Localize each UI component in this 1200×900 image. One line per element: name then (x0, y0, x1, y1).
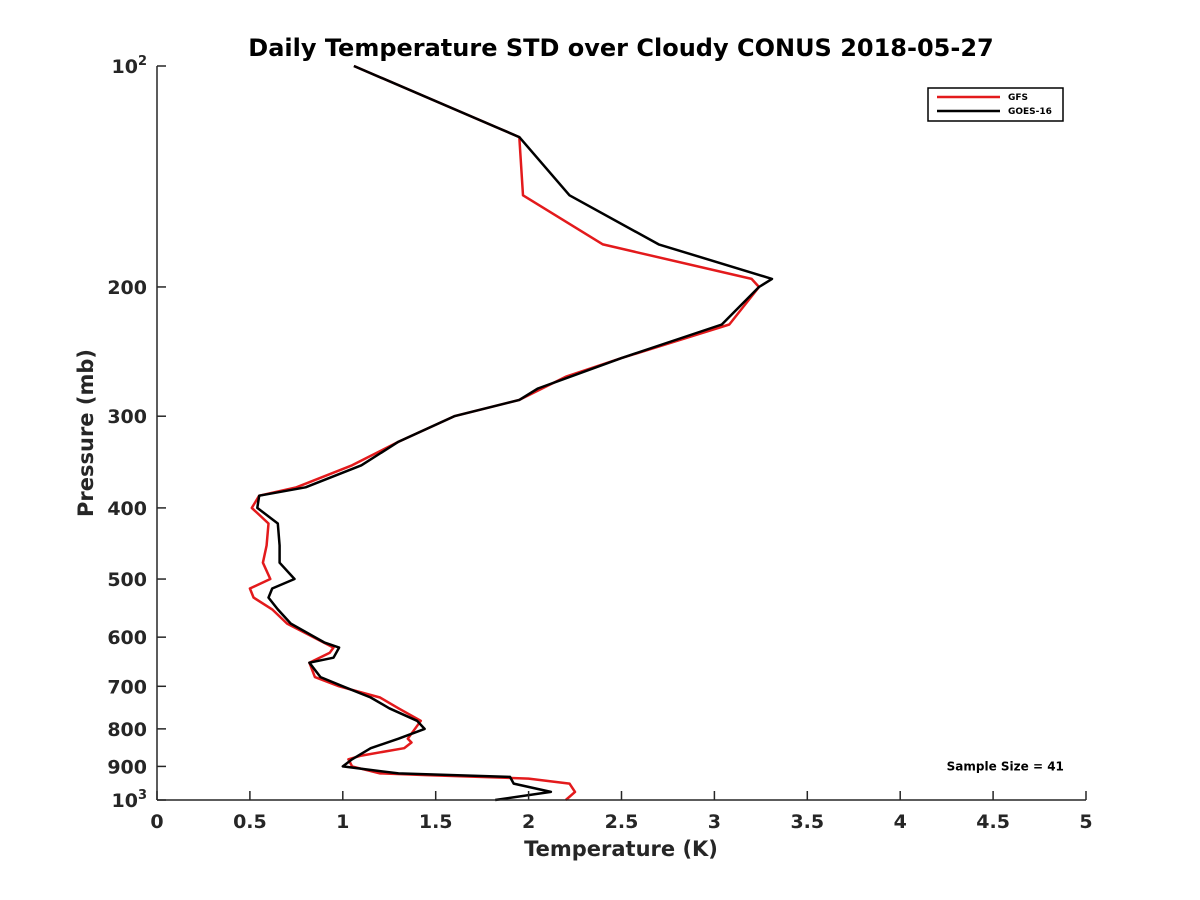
x-tick-label: 4 (894, 811, 907, 833)
y-tick-label: 700 (107, 676, 147, 698)
series-line-goes16 (256, 64, 774, 802)
y-tick-label: 900 (107, 756, 147, 778)
y-axis-ticks: 102 200 300 400 500 600 700 800 900 103 (107, 54, 166, 812)
x-tick-label: 3 (708, 811, 721, 833)
y-tick-label: 300 (107, 406, 147, 428)
y-tick-label: 500 (107, 569, 147, 591)
annotations: Sample Size = 41 (947, 759, 1064, 773)
x-tick-label: 4.5 (976, 811, 1010, 833)
x-axis-label: Temperature (K) (524, 837, 718, 861)
y-tick-label: 200 (107, 277, 147, 299)
y-tick-label: 103 (112, 788, 148, 812)
x-tick-label: 1 (336, 811, 349, 833)
y-axis-label: Pressure (mb) (74, 349, 98, 517)
series-line-gfs (248, 64, 761, 801)
plot-lines (248, 64, 774, 802)
y-tick-label: 800 (107, 719, 147, 741)
legend-box (927, 87, 1064, 122)
y-tick-label: 400 (107, 498, 147, 520)
x-tick-label: 2 (522, 811, 535, 833)
x-tick-label: 5 (1079, 811, 1092, 833)
x-tick-label: 2.5 (605, 811, 639, 833)
y-tick-label: 600 (107, 627, 147, 649)
x-tick-label: 0 (150, 811, 163, 833)
legend-label-goes16: GOES-16 (1008, 107, 1052, 117)
x-tick-label: 0.5 (233, 811, 267, 833)
chart-title: Daily Temperature STD over Cloudy CONUS … (248, 34, 993, 62)
x-axis-ticks: 0 0.5 1 1.5 2 2.5 3 3.5 4 4.5 5 (150, 791, 1093, 833)
y-tick-label: 102 (112, 54, 148, 78)
sample-size-annotation: Sample Size = 41 (947, 759, 1064, 773)
x-tick-label: 3.5 (790, 811, 824, 833)
legend-label-gfs: GFS (1008, 93, 1028, 103)
x-tick-label: 1.5 (419, 811, 453, 833)
legend: GFS GOES-16 (927, 87, 1064, 122)
